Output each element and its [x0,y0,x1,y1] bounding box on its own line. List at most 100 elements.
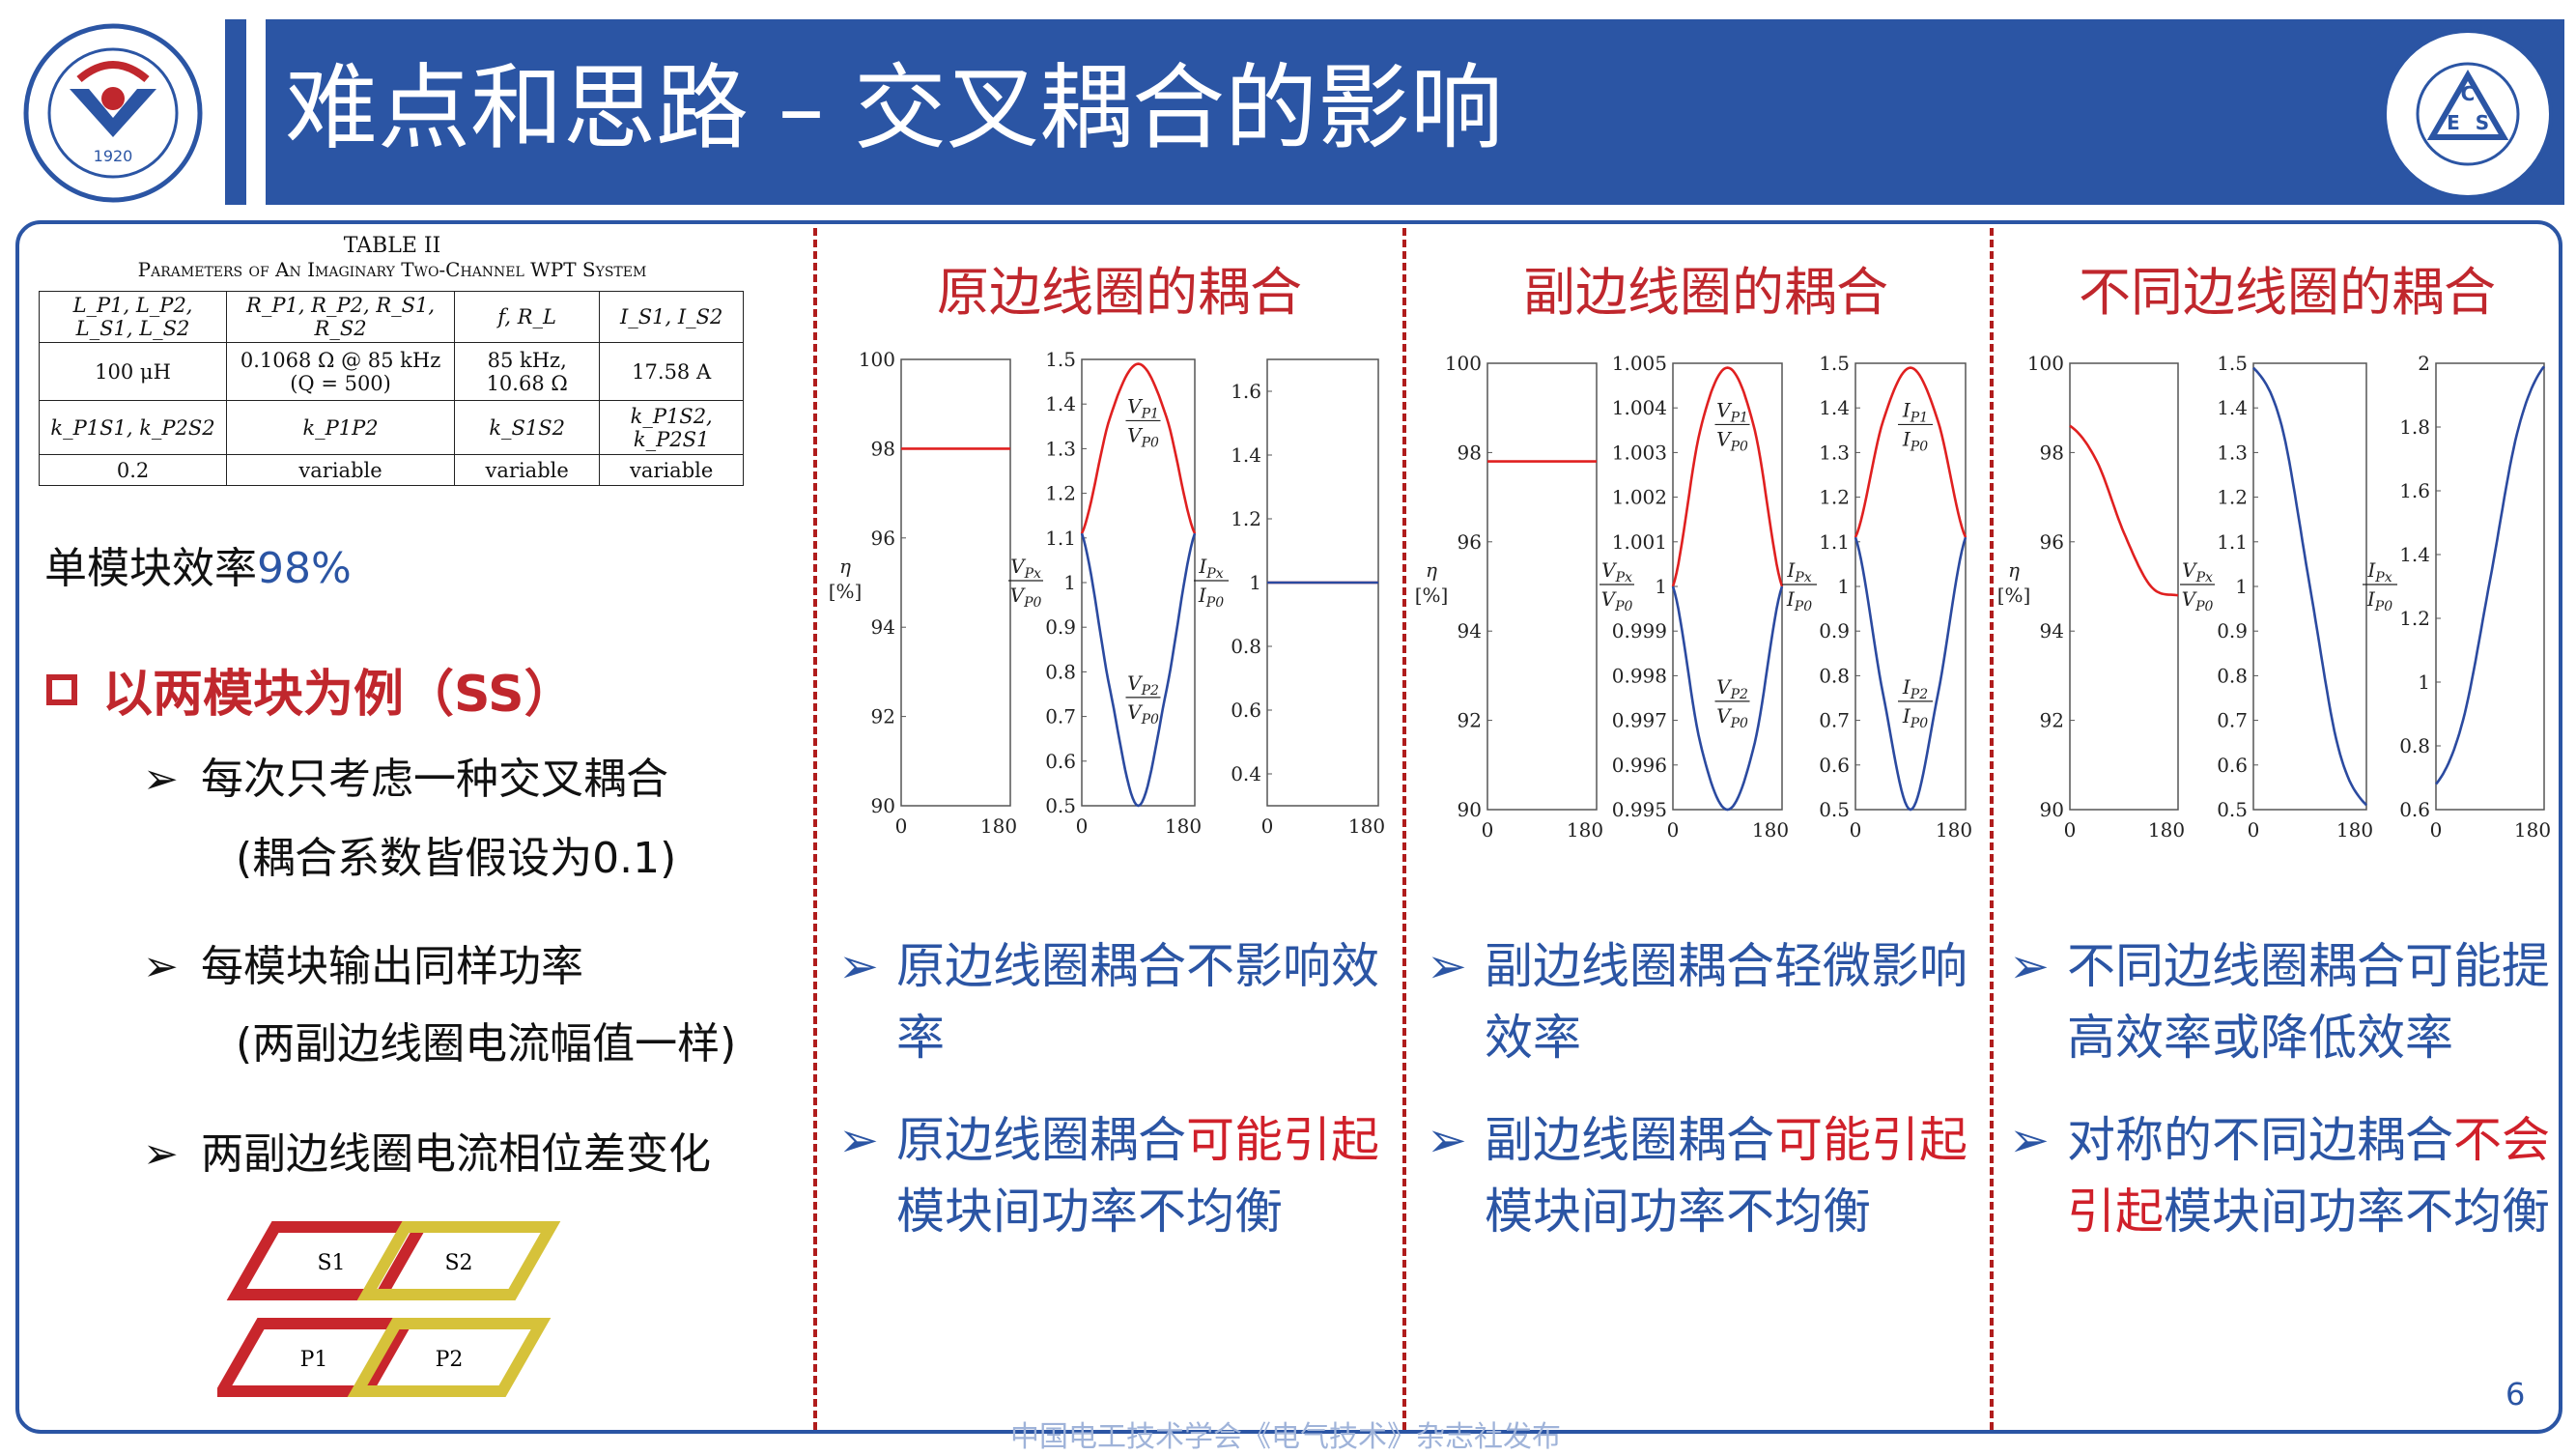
ces-logo-icon: C E S [2383,29,2553,199]
col3-bullet-1-text: 不同边线圈耦合可能提高效率或降低效率 [2067,930,2569,1073]
y-tick-label: 98 [1458,441,1482,464]
series-line [1671,366,1784,587]
x-tick-label: 0 [895,814,908,838]
bullet-text-highlight: 可能引起 [1774,1112,1967,1168]
y-tick-label: 1.4 [2217,396,2248,419]
y-tick-label: 1 [1063,571,1076,594]
x-tick-label: 180 [2514,818,2551,842]
y-axis-label-num: VPx [1601,558,1632,585]
y-tick-label: 0.9 [1819,619,1850,642]
chart-4: 90 92 94 96 98 100 0 180 η[%] [1415,352,1603,842]
y-tick-label: 0.7 [1045,705,1076,728]
svg-text:S: S [2476,111,2489,134]
table-cell: 0.2 [38,454,228,486]
y-tick-label: 94 [2040,619,2064,642]
y-axis-label-num: IPx [2366,558,2392,585]
coil-s2 [356,1221,561,1300]
y-tick-label: 0.995 [1612,798,1667,821]
series-label-den: VP0 [1127,423,1159,450]
col2-bullet-2-text: 副边线圈耦合可能引起模块间功率不均衡 [1485,1104,1987,1247]
y-tick-label: 100 [859,348,895,371]
y-axis-label: η [839,555,851,578]
arrow-bullet-icon: ➢ [143,942,179,991]
y-tick-label: 0.6 [1231,699,1261,722]
series-line [2434,365,2546,785]
efficiency-value: 98% [257,544,352,593]
y-axis-label: η [1426,558,1437,582]
y-tick-label: 1.003 [1612,441,1667,464]
bullet-text-highlight: 可能引起 [1186,1112,1379,1168]
y-tick-label: 0.6 [1819,754,1850,777]
y-axis-unit: [%] [1415,584,1449,607]
arrow-bullet-icon: ➢ [838,938,879,994]
y-tick-label: 0.7 [1819,709,1850,732]
series-label-num: IP2 [1902,675,1928,702]
column-title-cross: 不同边线圈的耦合 [2079,262,2496,323]
y-tick-label: 0.8 [2217,664,2248,687]
coil-p2 [347,1318,552,1397]
y-tick-label: 0.8 [1231,635,1261,658]
series-line [1671,585,1784,812]
y-tick-label: 0.6 [2399,798,2430,821]
x-tick-label: 180 [1165,814,1202,838]
y-axis-label-den: VP0 [1010,584,1042,611]
y-tick-label: 1.002 [1612,486,1667,509]
y-tick-label: 0.5 [1819,798,1850,821]
bullet-text: 副边线圈耦合轻微影响效率 [1485,938,1967,1066]
y-tick-label: 1.2 [1231,507,1261,530]
series-line [1080,532,1197,808]
y-tick-label: 1.3 [1045,437,1076,460]
chart-5: 0.995 0.996 0.997 0.998 0.999 1 1.001 1.002 1.00… [1599,352,1789,842]
y-tick-label: 1.3 [1819,441,1850,464]
y-tick-label: 94 [871,615,895,639]
y-tick-label: 1 [2418,670,2430,694]
params-table: L_P1, L_P2, L_S1, L_S2 R_P1, R_P2, R_S1,… [38,291,744,486]
plot-frame [1854,362,1967,811]
y-tick-label: 1.1 [1045,527,1076,550]
x-tick-label: 0 [1261,814,1274,838]
list-item: ➢ 两副边线圈电流相位差变化 [143,1119,711,1181]
col1-bullet-1: ➢ 原边线圈耦合不影响效率 [838,930,1399,1075]
svg-text:C: C [2461,82,2476,105]
list-item: ➢ 每模块输出同样功率 [143,931,583,993]
y-tick-label: 94 [1458,619,1482,642]
bullet-text: 模块间功率不均衡 [896,1184,1283,1240]
list-item-sub: (耦合系数皆假设为0.1) [236,834,677,883]
y-tick-label: 0.8 [1819,664,1850,687]
table-cell: L_P1, L_P2, L_S1, L_S2 [38,291,228,343]
table-row: L_P1, L_P2, L_S1, L_S2 R_P1, R_P2, R_S1,… [38,291,744,343]
y-tick-label: 1.2 [2217,486,2248,509]
y-axis-label-num: IPx [1198,555,1223,582]
y-tick-label: 90 [871,794,895,817]
footer-watermark: 中国电工技术学会《电气技术》杂志社发布 [1010,1420,1561,1454]
header-accent-stripe [225,19,246,205]
x-tick-label: 180 [2336,818,2373,842]
series-line [2252,366,2367,807]
y-axis-label-den: VP0 [1601,587,1633,614]
y-tick-label: 1.6 [1231,380,1261,403]
section-title: 以两模块为例（SS） [102,666,575,724]
table-cell: variable [599,454,744,486]
y-tick-label: 100 [1445,352,1482,375]
plot-frame [2435,362,2545,811]
col1-bullet-2: ➢ 原边线圈耦合可能引起模块间功率不均衡 [838,1104,1399,1249]
series-label-den: VP0 [1127,700,1159,728]
table-cell: 85 kHz, 10.68 Ω [454,342,601,401]
y-tick-label: 1 [1249,571,1261,594]
chart-2: 0.50.60.70.80.911.11.21.31.41.50 180VPxVP… [1008,348,1202,838]
bullet-text: 模块间功率不均衡 [1485,1184,1871,1240]
y-tick-label: 1.004 [1612,396,1667,419]
plot-frame [1486,362,1598,811]
bullet-text: 原边线圈耦合不影响效率 [896,938,1379,1066]
table-cell: I_S1, I_S2 [599,291,744,343]
y-tick-label: 2 [2418,352,2430,375]
right-logo: C E S [2376,25,2560,203]
arrow-bullet-icon: ➢ [2009,1112,2050,1168]
col2-bullet-1: ➢ 副边线圈耦合轻微影响效率 [1427,930,1987,1075]
series-label-num: VP1 [1127,394,1159,421]
table-caption-title: Parameters of An Imaginary Two-Channel W… [137,258,647,281]
y-axis-label-den: IP0 [1786,587,1812,614]
list-item-main: 两副边线圈电流相位差变化 [201,1129,711,1179]
y-tick-label: 0.7 [2217,709,2248,732]
column-divider-3 [1990,228,1994,1430]
